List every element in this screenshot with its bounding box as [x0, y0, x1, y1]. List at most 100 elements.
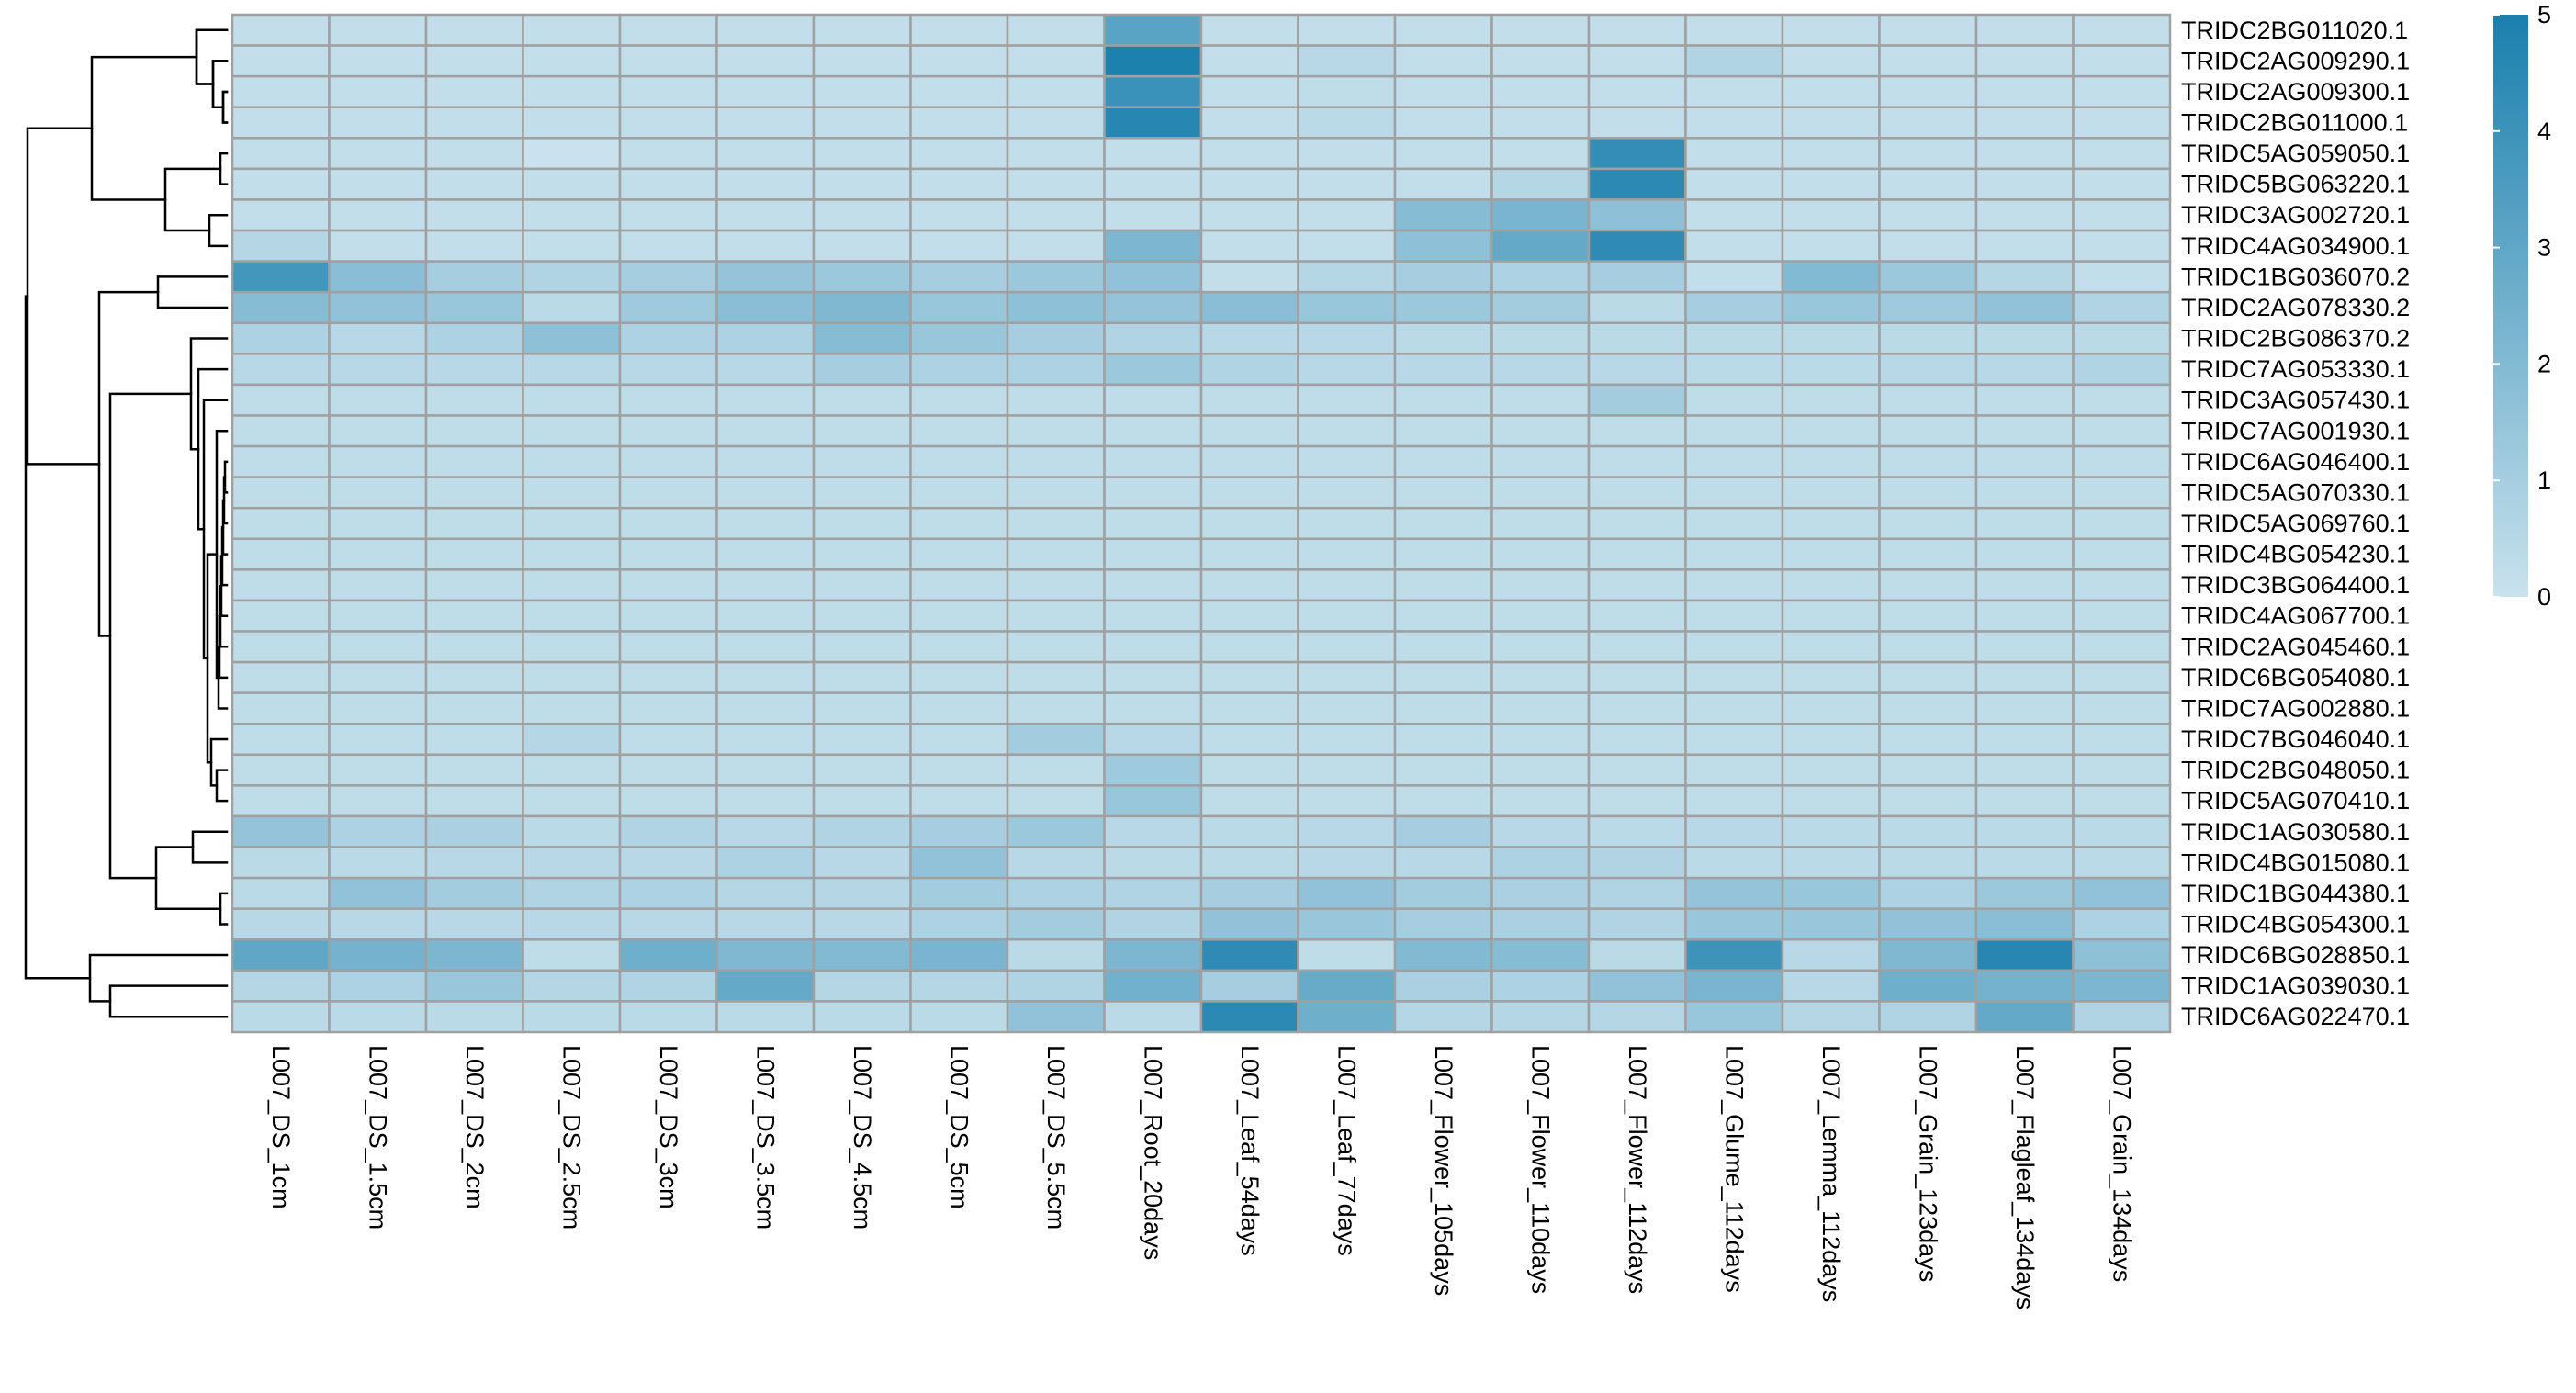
heatmap-cell: [812, 44, 912, 78]
heatmap-cell: [812, 907, 912, 941]
heatmap-cell: [812, 260, 912, 294]
heatmap-cell: [1297, 938, 1397, 972]
heatmap-cells: [231, 13, 2172, 1034]
heatmap-cell: [1297, 290, 1397, 325]
heatmap-cell: [424, 938, 524, 972]
heatmap-cell: [1393, 74, 1493, 108]
heatmap-cell: [1781, 290, 1881, 325]
heatmap-cell: [1781, 476, 1881, 510]
heatmap-cell: [812, 290, 912, 325]
heatmap-cell: [1684, 260, 1784, 294]
heatmap-cell: [1199, 74, 1299, 108]
heatmap-cell: [909, 229, 1009, 263]
heatmap-cell: [909, 260, 1009, 294]
heatmap-cell: [1781, 260, 1881, 294]
heatmap-cell: [812, 506, 912, 541]
heatmap-cell: [1490, 969, 1591, 1003]
heatmap-cell: [1393, 846, 1493, 880]
dendrogram-branch: [189, 337, 229, 451]
heatmap-cell: [812, 321, 912, 355]
heatmap-cell: [1878, 137, 1978, 171]
heatmap-cell: [424, 321, 524, 355]
heatmap-cell: [812, 846, 912, 880]
heatmap-cell: [1006, 44, 1106, 78]
row-label: TRIDC7AG002880.1: [2181, 694, 2410, 722]
heatmap-cell: [1006, 106, 1106, 140]
heatmap-cell: [1781, 568, 1881, 602]
column-label: L007_Flower_105days: [1430, 1045, 1457, 1296]
heatmap-cell: [1684, 290, 1784, 325]
heatmap-cell: [1684, 784, 1784, 818]
heatmap-cell: [909, 506, 1009, 541]
heatmap-cell: [1684, 969, 1784, 1003]
heatmap-cell: [909, 167, 1009, 201]
colorbar-tick-label: 0: [2537, 583, 2551, 611]
heatmap-cell: [1684, 13, 1784, 47]
heatmap-cell: [1393, 1000, 1493, 1034]
row-labels: TRIDC2BG011020.1 TRIDC2AG009290.1 TRIDC2AG…: [2181, 17, 2410, 1030]
heatmap-cell: [1878, 1000, 1978, 1034]
heatmap-cell: [328, 476, 428, 510]
dendrogram-branch: [195, 28, 229, 85]
heatmap-cell: [1490, 44, 1591, 78]
heatmap-cell: [1006, 753, 1106, 787]
heatmap-cell: [1393, 876, 1493, 910]
heatmap-cell: [1006, 167, 1106, 201]
heatmap-cell: [231, 784, 331, 818]
heatmap-cell: [328, 537, 428, 571]
heatmap-cell: [1393, 260, 1493, 294]
dendrogram-branch: [211, 60, 229, 108]
heatmap-cell: [618, 722, 718, 757]
heatmap-cell: [424, 229, 524, 263]
colorbar-tick-label: 2: [2537, 350, 2551, 377]
heatmap-cell: [1684, 444, 1784, 478]
heatmap-cell: [424, 290, 524, 325]
heatmap-cell: [1297, 846, 1397, 880]
row-label: TRIDC7AG053330.1: [2181, 355, 2410, 383]
heatmap-cell: [1974, 969, 2075, 1003]
row-label: TRIDC6AG022470.1: [2181, 1003, 2410, 1030]
heatmap-cell: [1684, 537, 1784, 571]
heatmap-cell: [909, 907, 1009, 941]
heatmap-cell: [2072, 660, 2172, 694]
heatmap-cell: [1393, 599, 1493, 633]
heatmap-cell: [2072, 784, 2172, 818]
heatmap-cell: [812, 938, 912, 972]
row-label: TRIDC3BG064400.1: [2181, 571, 2410, 599]
heatmap-cell: [715, 537, 816, 571]
heatmap-cell: [1199, 290, 1299, 325]
heatmap-cell: [618, 414, 718, 448]
heatmap-cell: [1297, 537, 1397, 571]
heatmap-cell: [231, 44, 331, 78]
heatmap-cell: [424, 876, 524, 910]
column-label: L007_DS_2cm: [461, 1045, 489, 1209]
heatmap-cell: [1781, 229, 1881, 263]
heatmap-cell: [618, 630, 718, 664]
heatmap-cell: [1878, 876, 1978, 910]
heatmap-cell: [1974, 74, 2075, 108]
heatmap-cell: [522, 722, 622, 757]
heatmap-cell: [1103, 568, 1203, 602]
heatmap-cell: [328, 290, 428, 325]
heatmap-cell: [1490, 660, 1591, 694]
heatmap-cell: [231, 660, 331, 694]
heatmap-cell: [1297, 660, 1397, 694]
row-label: TRIDC4AG034900.1: [2181, 232, 2410, 260]
heatmap-cell: [1587, 846, 1687, 880]
heatmap-cell: [424, 1000, 524, 1034]
heatmap-cell: [1974, 44, 2075, 78]
heatmap-cell: [1006, 537, 1106, 571]
heatmap-cell: [522, 814, 622, 848]
heatmap-cell: [2072, 907, 2172, 941]
heatmap-cell: [1587, 938, 1687, 972]
heatmap-cell: [328, 938, 428, 972]
row-label: TRIDC6BG054080.1: [2181, 664, 2410, 691]
heatmap-cell: [2072, 167, 2172, 201]
heatmap-cell: [1006, 506, 1106, 541]
column-label: L007_Flower_112days: [1624, 1045, 1651, 1294]
row-label: TRIDC6AG046400.1: [2181, 448, 2410, 476]
heatmap-cell: [1587, 722, 1687, 757]
heatmap-cell: [715, 938, 816, 972]
heatmap-cell: [1781, 1000, 1881, 1034]
row-label: TRIDC5AG070330.1: [2181, 478, 2410, 506]
